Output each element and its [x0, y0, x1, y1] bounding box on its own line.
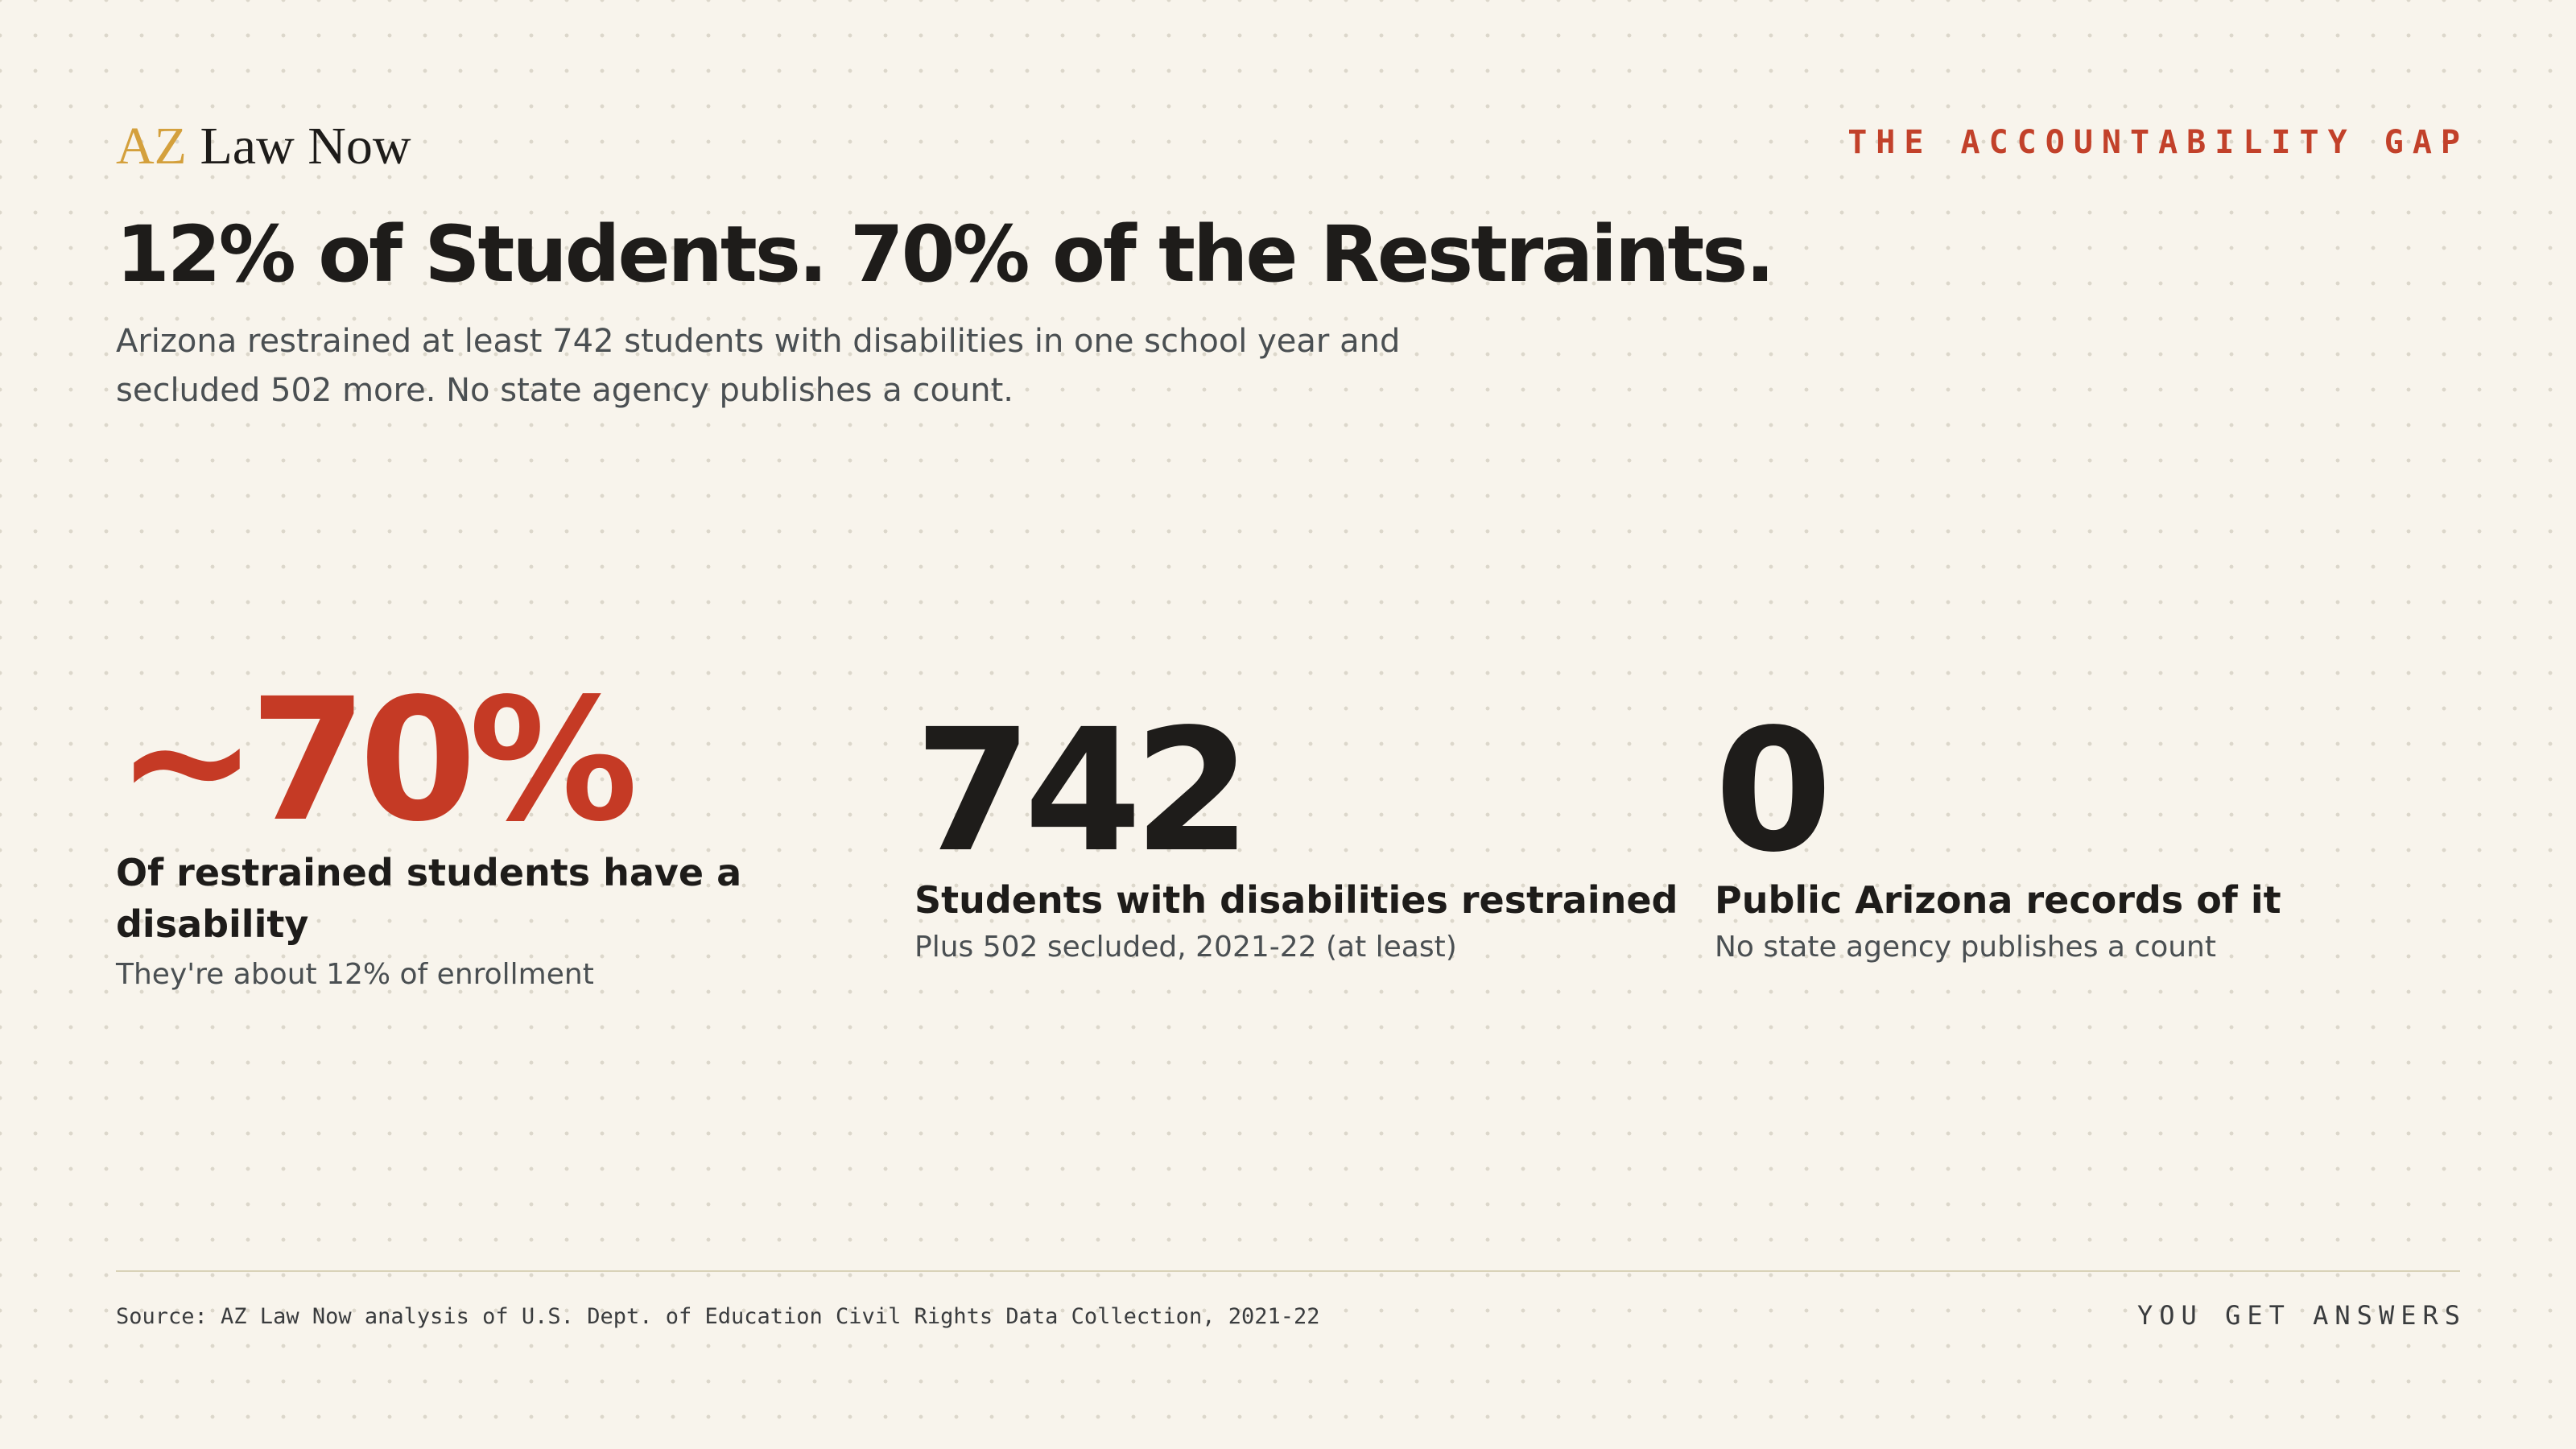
stat-value: ~70% — [116, 662, 638, 859]
section-kicker: THE ACCOUNTABILITY GAP — [1847, 124, 2469, 161]
footer-divider — [116, 1270, 2460, 1272]
source-note: Source: AZ Law Now analysis of U.S. Dept… — [116, 1304, 1320, 1329]
stat-label: Public Arizona records of it — [1715, 878, 2281, 922]
stat-note: No state agency publishes a count — [1715, 931, 2216, 964]
stat-label: Of restrained students have a disability — [116, 851, 742, 946]
brand-prefix: AZ — [116, 117, 187, 175]
stat-label: Students with disabilities restrained — [914, 878, 1678, 922]
footer-tagline: YOU GET ANSWERS — [2137, 1300, 2467, 1331]
page-title: 12% of Students. 70% of the Restraints. — [116, 209, 1775, 299]
stat-note: They're about 12% of enrollment — [116, 958, 594, 991]
page-subtitle: Arizona restrained at least 742 students… — [116, 323, 1401, 409]
brand-logo: AZ Law Now — [116, 114, 411, 179]
stat-note: Plus 502 secluded, 2021-22 (at least) — [914, 931, 1457, 964]
brand-name: Law Now — [200, 117, 411, 175]
stat-value: 0 — [1715, 692, 1832, 890]
stat-value: 742 — [914, 692, 1251, 890]
